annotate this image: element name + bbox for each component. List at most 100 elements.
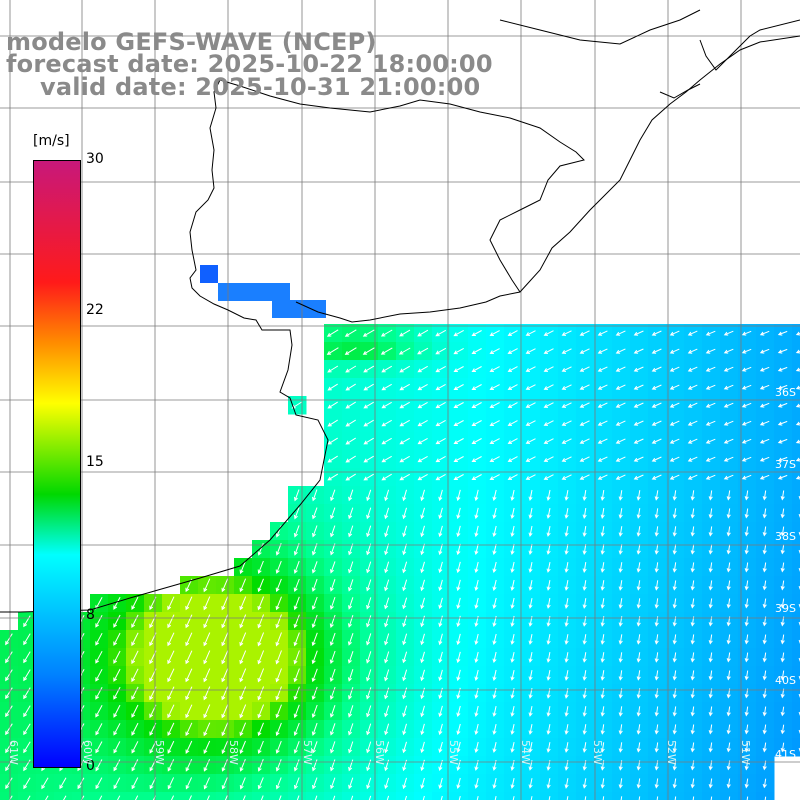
wind-arrow: [600, 526, 605, 537]
wind-arrow: [744, 598, 749, 609]
wind-arrow: [221, 668, 229, 683]
wind-arrow: [312, 525, 318, 538]
wind-arrow: [399, 401, 410, 409]
wind-arrow: [330, 741, 336, 754]
wind-arrow: [512, 796, 515, 800]
wind-arrow: [777, 348, 788, 354]
wind-arrow: [312, 777, 318, 790]
wind-arrow: [579, 330, 590, 336]
wind-arrow: [438, 741, 443, 753]
wind-arrow: [528, 507, 533, 520]
wind-arrow: [582, 598, 587, 609]
wind-arrow: [489, 348, 500, 354]
wind-arrow: [582, 742, 587, 753]
wind-arrow: [116, 795, 121, 800]
wind-arrow: [507, 474, 518, 480]
wind-arrow: [456, 579, 461, 592]
wind-arrow: [402, 723, 407, 736]
wind-arrow: [474, 543, 479, 556]
wind-arrow: [489, 402, 500, 408]
wind-arrow: [759, 420, 770, 426]
wind-arrow: [600, 724, 605, 735]
wind-arrow: [525, 456, 536, 462]
wind-arrow: [546, 670, 551, 681]
wind-arrow: [762, 778, 767, 789]
wind-arrow: [420, 579, 425, 592]
model-title: modelo GEFS-WAVE (NCEP): [6, 28, 377, 56]
wind-arrow: [528, 543, 533, 556]
wind-arrow: [777, 330, 788, 336]
wind-arrow: [705, 474, 716, 480]
wind-arrow: [780, 598, 785, 609]
wind-arrow: [600, 634, 605, 645]
wind-arrow: [726, 526, 731, 537]
wind-arrow: [507, 402, 518, 408]
wind-arrow: [690, 580, 695, 591]
speed-cell: [360, 792, 379, 800]
wind-arrow: [528, 652, 533, 663]
wind-arrow: [420, 543, 425, 556]
lon-label-57w: 57W: [301, 740, 314, 765]
wind-arrow: [170, 795, 175, 800]
wind-arrow: [275, 722, 282, 737]
wind-arrow: [741, 420, 752, 426]
wind-arrow: [705, 330, 716, 336]
wind-arrow: [206, 795, 210, 800]
wind-arrow: [618, 724, 623, 735]
speed-cell: [450, 792, 469, 800]
wind-arrow: [23, 723, 31, 736]
speed-cell: [666, 792, 685, 800]
wind-arrow: [278, 795, 282, 800]
wind-arrow: [672, 742, 677, 753]
wind-arrow: [131, 777, 139, 790]
wind-arrow: [366, 723, 372, 736]
wind-arrow: [564, 634, 569, 645]
wind-arrow: [344, 329, 357, 337]
wind-arrow: [651, 330, 662, 336]
wind-arrow: [705, 456, 716, 462]
speed-cell: [342, 792, 361, 800]
lat-label-38s: 38S: [775, 530, 796, 543]
wind-arrow: [654, 724, 659, 735]
wind-arrow: [95, 741, 103, 754]
wind-arrow: [723, 474, 734, 480]
wind-arrow: [77, 759, 85, 772]
speed-cell: [792, 396, 800, 415]
wind-arrow: [131, 650, 139, 665]
wind-arrow: [618, 544, 623, 555]
wind-arrow: [381, 401, 392, 409]
wind-arrow: [456, 705, 461, 717]
wind-arrow: [579, 384, 590, 390]
wind-arrow: [203, 686, 211, 701]
wind-arrow: [618, 508, 623, 519]
speed-cell: [792, 594, 800, 613]
wind-arrow: [167, 704, 175, 719]
speed-cell: [792, 612, 800, 631]
wind-arrow: [636, 562, 641, 573]
speed-cell: [792, 666, 800, 685]
wind-arrow: [5, 723, 13, 736]
wind-arrow: [633, 456, 644, 462]
wind-arrow: [257, 668, 265, 683]
wind-arrow: [348, 687, 354, 700]
wind-arrow: [564, 652, 569, 663]
wind-arrow: [5, 687, 13, 700]
wind-arrow: [705, 366, 716, 372]
wind-arrow: [95, 759, 103, 772]
wind-arrow: [690, 490, 695, 501]
wind-arrow: [291, 401, 302, 409]
wind-arrow: [131, 686, 139, 701]
wind-arrow: [420, 561, 425, 574]
wind-arrow: [363, 473, 374, 481]
wind-arrow: [380, 347, 393, 355]
wind-arrow: [546, 508, 551, 519]
wind-arrow: [348, 759, 354, 772]
wind-arrow: [456, 651, 461, 664]
wind-arrow: [185, 686, 193, 701]
wind-arrow: [399, 473, 410, 481]
wind-arrow: [402, 489, 407, 502]
wind-arrow: [672, 778, 677, 789]
wind-arrow: [312, 489, 318, 502]
wind-arrow: [185, 668, 193, 683]
speed-cell: [792, 468, 800, 487]
